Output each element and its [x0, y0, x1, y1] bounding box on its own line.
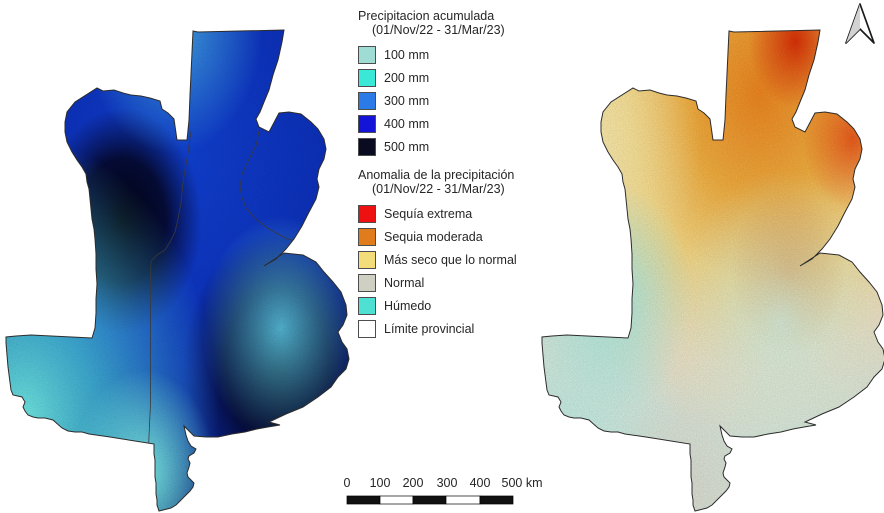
svg-text:200: 200 [403, 476, 424, 490]
svg-text:100: 100 [370, 476, 391, 490]
svg-text:400: 400 [470, 476, 491, 490]
svg-text:0: 0 [344, 476, 351, 490]
svg-text:300: 300 [437, 476, 458, 490]
svg-text:500 km: 500 km [502, 476, 543, 490]
